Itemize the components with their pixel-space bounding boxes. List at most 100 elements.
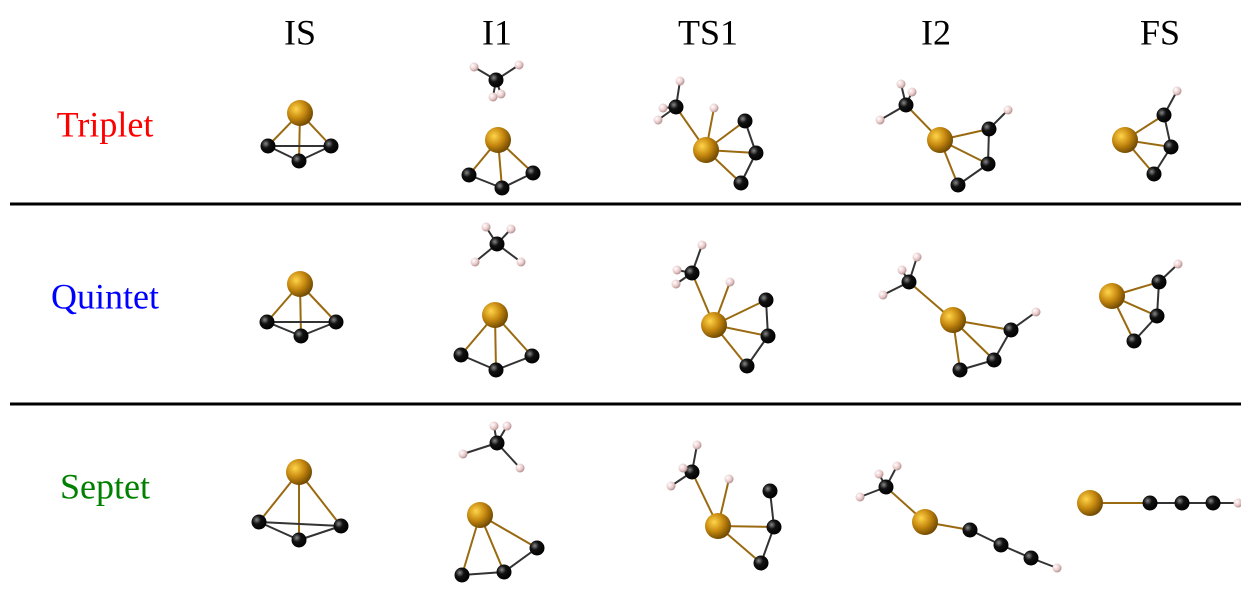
c-atom — [734, 176, 749, 191]
c-atom — [462, 168, 477, 183]
h-atom — [517, 258, 526, 267]
h-atom — [1174, 260, 1183, 269]
h-atom — [497, 90, 506, 99]
h-atom — [459, 450, 468, 459]
h-atom — [654, 116, 663, 125]
h-atom — [1004, 106, 1013, 115]
c-atom — [530, 541, 545, 556]
c-atom — [525, 349, 540, 364]
c-atom — [759, 293, 774, 308]
column-header: I2 — [921, 12, 951, 52]
c-atom — [1147, 167, 1162, 182]
c-atom — [490, 436, 505, 451]
h-atom — [908, 88, 917, 97]
fe-atom — [1099, 283, 1125, 309]
fe-atom — [912, 509, 938, 535]
c-atom — [994, 538, 1009, 553]
c-atom — [495, 181, 510, 196]
c-atom — [1157, 108, 1172, 123]
row-label: Septet — [60, 466, 150, 506]
h-atom — [516, 464, 525, 473]
fe-atom — [467, 502, 493, 528]
h-atom — [672, 280, 681, 289]
h-atom — [1032, 308, 1041, 317]
h-atom — [693, 441, 702, 450]
h-atom — [726, 278, 735, 287]
c-atom — [454, 348, 469, 363]
column-header: I1 — [482, 12, 512, 52]
h-atom — [1173, 87, 1182, 96]
c-atom — [1152, 275, 1167, 290]
c-atom — [497, 565, 512, 580]
h-atom — [897, 80, 906, 89]
fe-atom — [701, 312, 727, 338]
c-atom — [526, 166, 541, 181]
c-atom — [334, 519, 349, 534]
c-atom — [1143, 496, 1158, 511]
c-atom — [489, 73, 504, 88]
h-atom — [679, 464, 688, 473]
c-atom — [261, 139, 276, 154]
c-atom — [260, 315, 275, 330]
c-atom — [1175, 496, 1190, 511]
c-atom — [324, 139, 339, 154]
fe-atom — [286, 459, 312, 485]
c-atom — [902, 275, 917, 290]
column-header: FS — [1140, 12, 1180, 52]
h-atom — [1234, 499, 1241, 508]
c-atom — [738, 114, 753, 129]
c-atom — [951, 178, 966, 193]
c-atom — [292, 154, 307, 169]
c-atom — [879, 480, 894, 495]
fe-atom — [693, 137, 719, 163]
h-atom — [725, 475, 734, 484]
fe-atom — [287, 271, 313, 297]
h-atom — [676, 77, 685, 86]
h-atom — [515, 61, 524, 70]
h-atom — [913, 253, 922, 262]
h-atom — [667, 482, 676, 491]
fe-atom — [705, 513, 731, 539]
c-atom — [953, 363, 968, 378]
c-atom — [1024, 551, 1039, 566]
fe-atom — [1112, 127, 1138, 153]
c-atom — [899, 98, 914, 113]
fe-atom — [287, 100, 313, 126]
c-atom — [1164, 140, 1179, 155]
c-atom — [669, 100, 684, 115]
h-atom — [893, 462, 902, 471]
h-atom — [1053, 564, 1062, 573]
c-atom — [754, 556, 769, 571]
figure: ISI1TS1I2FSTripletQuintetSeptet — [0, 0, 1241, 596]
c-atom — [963, 523, 978, 538]
h-atom — [470, 63, 479, 72]
row-label: Triplet — [57, 104, 154, 144]
column-header: TS1 — [678, 12, 738, 52]
fe-atom — [927, 127, 953, 153]
c-atom — [489, 363, 504, 378]
c-atom — [987, 353, 1002, 368]
h-atom — [482, 223, 491, 232]
c-atom — [749, 146, 764, 161]
c-atom — [981, 157, 996, 172]
h-atom — [673, 266, 682, 275]
c-atom — [455, 568, 470, 583]
c-atom — [740, 359, 755, 374]
fe-atom — [485, 127, 511, 153]
c-atom — [982, 122, 997, 137]
c-atom — [294, 329, 309, 344]
h-atom — [507, 225, 516, 234]
h-atom — [876, 116, 885, 125]
c-atom — [1206, 496, 1221, 511]
c-atom — [1127, 334, 1142, 349]
h-atom — [503, 422, 512, 431]
fe-atom — [482, 302, 508, 328]
c-atom — [763, 484, 778, 499]
h-atom — [471, 258, 480, 267]
h-atom — [879, 291, 888, 300]
c-atom — [292, 533, 307, 548]
h-atom — [875, 470, 884, 479]
h-atom — [489, 93, 498, 102]
h-atom — [490, 422, 499, 431]
fe-atom — [940, 307, 966, 333]
